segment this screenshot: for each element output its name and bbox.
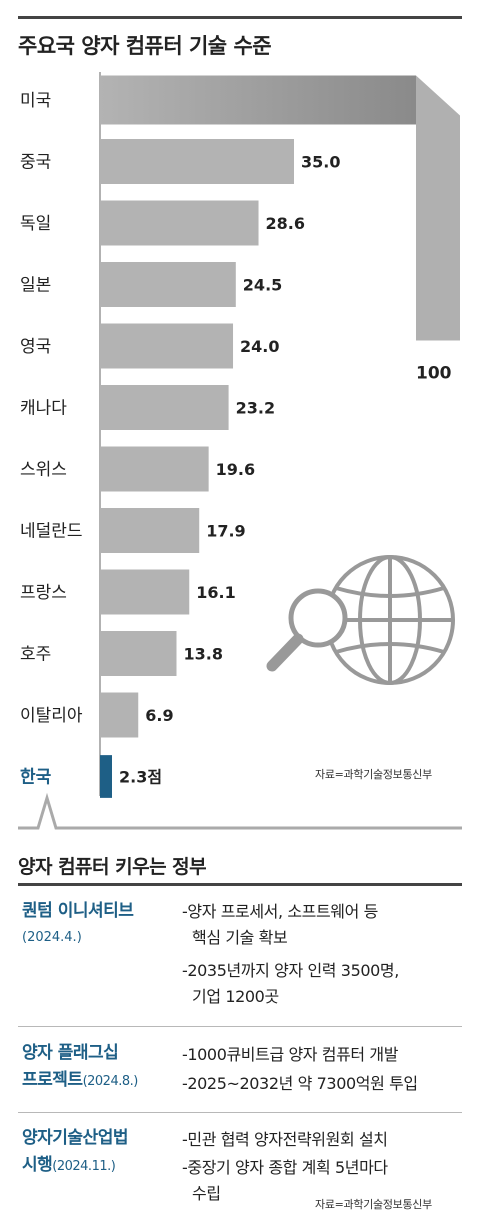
category-label: 중국	[20, 153, 51, 173]
policy-name-line: 양자 플래그십	[22, 1043, 119, 1063]
category-label: 프랑스	[20, 583, 67, 603]
policy-detail: -2025~2032년 약 7300억원 투입	[182, 1074, 418, 1093]
bar-chart: 미국 100 중국 35.0 독일 28.6 일본 24.5 영국 24.0 캐나다 23.2 스위스 1…	[20, 72, 460, 798]
category-label: 스위스	[20, 460, 67, 480]
category-label: 영국	[20, 337, 51, 357]
policy-detail: -2035년까지 양자 인력 3500명,	[182, 961, 399, 980]
policy-detail-cont: 수립	[192, 1184, 221, 1203]
category-label: 이탈리아	[20, 706, 83, 726]
value-label: 28.6	[266, 214, 305, 233]
bar	[100, 262, 236, 307]
bar	[100, 446, 209, 492]
policy-date: (2024.4.)	[22, 930, 82, 945]
category-label: 호주	[20, 645, 51, 665]
policy-name-line: 시행(2024.11.)	[22, 1152, 128, 1180]
category-label: 일본	[20, 276, 51, 296]
policy-date: (2024.11.)	[52, 1159, 116, 1174]
policy-name: 양자기술산업법 시행(2024.11.)	[22, 1125, 128, 1180]
policy-detail: -양자 프로세서, 소프트웨어 등	[182, 902, 378, 921]
chart-title: 주요국 양자 컴퓨터 기술 수준	[18, 34, 272, 58]
bar	[100, 139, 294, 184]
bar	[100, 75, 416, 125]
policy-name-line: 프로젝트(2024.8.)	[22, 1067, 138, 1095]
bar	[100, 323, 234, 369]
bar	[100, 200, 259, 246]
policy-detail: -1000큐비트급 양자 컴퓨터 개발	[182, 1045, 399, 1064]
policy-name-line: 양자기술산업법	[22, 1128, 128, 1148]
value-label: 24.0	[240, 337, 279, 356]
category-label: 캐나다	[20, 399, 67, 419]
category-label: 미국	[20, 91, 51, 111]
category-label: 한국	[20, 768, 52, 788]
bar	[100, 508, 200, 553]
section2-source: 자료=과학기술정보통신부	[315, 1198, 432, 1211]
top-rule	[18, 16, 462, 19]
policy-name-part: 시행	[22, 1155, 53, 1175]
policy-date: (2024.8.)	[82, 1074, 139, 1089]
bar	[100, 569, 190, 615]
policy-detail-cont: 기업 1200곳	[192, 987, 279, 1006]
policy-detail: -민관 협력 양자전략위원회 설치	[182, 1130, 388, 1149]
policy-name: 양자 플래그십 프로젝트(2024.8.)	[22, 1040, 138, 1095]
chart-source: 자료=과학기술정보통신부	[315, 768, 432, 781]
value-label: 100	[416, 364, 452, 384]
bar	[100, 385, 229, 430]
bar	[100, 755, 112, 798]
value-label: 16.1	[196, 583, 235, 602]
row-divider	[18, 1112, 462, 1113]
policy-name: 퀀텀 이니셔티브	[22, 901, 134, 921]
section2-title: 양자 컴퓨터 키우는 정부	[18, 856, 207, 878]
row-divider	[18, 1026, 462, 1027]
category-label: 네덜란드	[20, 522, 83, 542]
policy-detail: -중장기 양자 종합 계획 5년마다	[182, 1158, 388, 1177]
category-label: 독일	[20, 214, 51, 234]
section-divider	[18, 792, 462, 830]
value-label: 35.0	[301, 153, 340, 172]
policy-detail-cont: 핵심 기술 확보	[192, 928, 288, 947]
value-label: 24.5	[243, 276, 282, 295]
value-label: 13.8	[183, 645, 222, 664]
value-label: 23.2	[236, 399, 275, 418]
value-label: 2.3점	[119, 768, 162, 787]
value-label: 17.9	[206, 522, 245, 541]
bar	[100, 692, 139, 738]
section2-rule	[18, 883, 462, 886]
bar	[100, 631, 177, 676]
value-label: 6.9	[145, 706, 173, 725]
policy-name-part: 프로젝트	[22, 1070, 83, 1090]
bar-fold	[416, 75, 460, 341]
globe-magnifier-icon	[266, 555, 455, 685]
value-label: 19.6	[216, 460, 255, 479]
